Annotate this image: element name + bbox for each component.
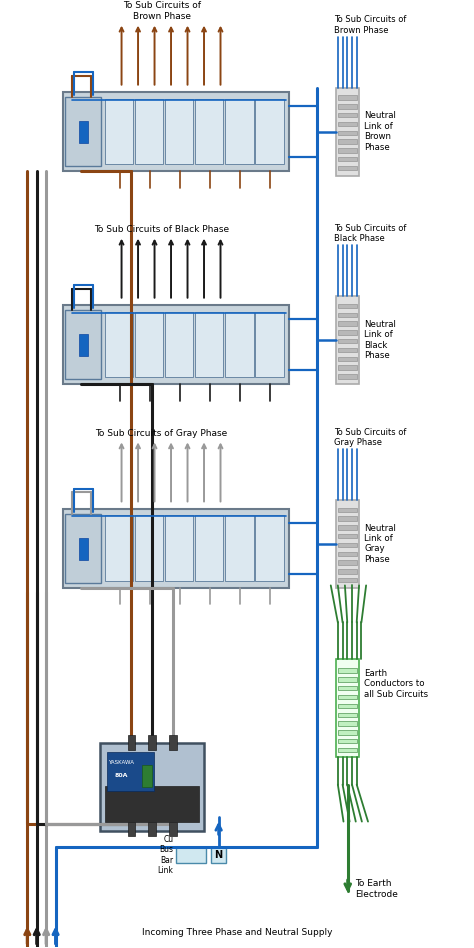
Bar — [65, 310, 101, 379]
Bar — [100, 743, 204, 830]
Bar — [338, 713, 357, 717]
Bar — [338, 304, 357, 308]
Bar — [338, 525, 357, 530]
Bar — [338, 721, 357, 726]
Bar — [338, 113, 357, 118]
Bar — [65, 514, 101, 583]
Bar — [79, 335, 88, 356]
Bar — [338, 313, 357, 317]
Text: Neutral
Link of
Gray
Phase: Neutral Link of Gray Phase — [364, 523, 396, 564]
Bar — [338, 569, 357, 574]
Bar — [338, 139, 357, 144]
Bar — [338, 131, 357, 135]
Bar — [338, 122, 357, 126]
Bar — [108, 752, 154, 792]
Bar — [338, 517, 357, 520]
Bar — [338, 668, 357, 673]
Bar — [338, 374, 357, 378]
Text: To Sub Circuits of
Brown Phase: To Sub Circuits of Brown Phase — [123, 2, 201, 21]
Bar — [338, 748, 357, 753]
Text: To Sub Circuits of
Brown Phase: To Sub Circuits of Brown Phase — [334, 15, 406, 35]
Bar — [176, 847, 206, 864]
Text: Earth
Conductors to
all Sub Circuits: Earth Conductors to all Sub Circuits — [364, 669, 428, 699]
Bar — [338, 321, 357, 326]
Bar — [338, 348, 357, 353]
Text: To Sub Circuits of
Black Phase: To Sub Circuits of Black Phase — [334, 224, 406, 244]
Bar — [148, 736, 156, 750]
Text: Cu
Bus
Bar
Link: Cu Bus Bar Link — [157, 835, 173, 875]
Bar — [65, 97, 101, 166]
Bar — [338, 552, 357, 556]
Bar — [336, 296, 358, 384]
Bar — [142, 765, 152, 787]
Bar — [169, 736, 177, 750]
Bar — [338, 356, 357, 361]
Bar — [128, 822, 135, 836]
Bar — [169, 822, 177, 836]
Bar — [135, 516, 163, 581]
Bar — [338, 739, 357, 743]
Bar — [338, 695, 357, 700]
Bar — [338, 507, 357, 512]
Text: To Sub Circuits of
Gray Phase: To Sub Circuits of Gray Phase — [334, 428, 406, 447]
Text: To Sub Circuits of Black Phase: To Sub Circuits of Black Phase — [94, 225, 229, 234]
Bar — [165, 312, 193, 377]
Bar — [63, 305, 289, 384]
Bar — [211, 847, 226, 864]
Bar — [79, 121, 88, 143]
Bar — [165, 516, 193, 581]
Bar — [148, 822, 156, 836]
Text: Neutral
Link of
Black
Phase: Neutral Link of Black Phase — [364, 319, 396, 360]
Text: 80A: 80A — [114, 773, 128, 778]
Bar — [63, 509, 289, 588]
Text: To Earth
Electrode: To Earth Electrode — [355, 880, 398, 899]
Bar — [165, 99, 193, 164]
Bar — [338, 96, 357, 100]
Bar — [105, 312, 133, 377]
Bar — [225, 516, 254, 581]
Bar — [338, 148, 357, 153]
Bar — [135, 99, 163, 164]
Text: YASKAWA: YASKAWA — [108, 759, 134, 765]
Bar — [195, 99, 223, 164]
Bar — [63, 92, 289, 171]
Bar — [338, 166, 357, 171]
Text: Incoming Three Phase and Neutral Supply: Incoming Three Phase and Neutral Supply — [142, 928, 332, 938]
Bar — [225, 99, 254, 164]
Bar — [336, 500, 358, 588]
Bar — [255, 516, 283, 581]
Bar — [338, 686, 357, 690]
Bar — [105, 516, 133, 581]
Bar — [338, 157, 357, 161]
Bar — [338, 560, 357, 565]
Bar — [338, 543, 357, 547]
Bar — [255, 312, 283, 377]
Bar — [338, 703, 357, 708]
Text: N: N — [215, 850, 223, 860]
Bar — [255, 99, 283, 164]
Bar — [338, 366, 357, 370]
Bar — [338, 730, 357, 735]
Bar — [338, 339, 357, 343]
Bar — [338, 534, 357, 538]
Bar — [338, 578, 357, 582]
Bar — [338, 104, 357, 109]
Bar — [195, 516, 223, 581]
Bar — [135, 312, 163, 377]
Bar — [336, 87, 358, 175]
Text: To Sub Circuits of Gray Phase: To Sub Circuits of Gray Phase — [95, 428, 228, 438]
Bar — [225, 312, 254, 377]
Bar — [336, 660, 358, 757]
Bar — [79, 538, 88, 560]
Bar — [338, 330, 357, 335]
Bar — [338, 677, 357, 682]
Bar — [105, 787, 199, 822]
Text: Neutral
Link of
Brown
Phase: Neutral Link of Brown Phase — [364, 112, 396, 152]
Bar — [128, 736, 135, 750]
Bar — [195, 312, 223, 377]
Bar — [105, 99, 133, 164]
